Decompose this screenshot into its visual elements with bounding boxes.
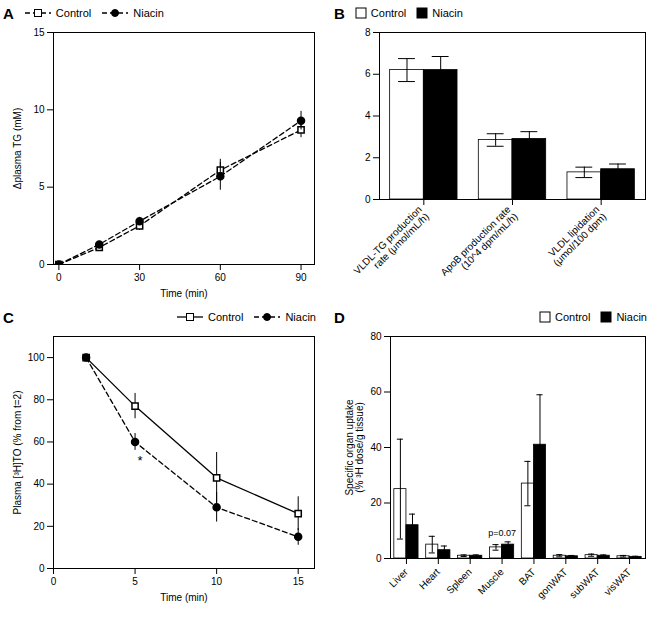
html-text:A: A [3, 4, 14, 22]
svg-text:10: 10 [211, 576, 223, 587]
svg-text:10: 10 [33, 104, 45, 115]
svg-text:80: 80 [370, 331, 382, 342]
html-text:D: D [334, 308, 345, 326]
svg-text:30: 30 [134, 272, 146, 283]
html-text:Niacin: Niacin [285, 311, 316, 323]
html-text:Niacin: Niacin [133, 7, 164, 19]
svg-text:visWAT: visWAT [602, 566, 633, 597]
svg-text:VLDL lipidation(μmol/100 dpm): VLDL lipidation(μmol/100 dpm) [544, 204, 609, 269]
svg-text:ApoB production rate(10^4 dpm/: ApoB production rate(10^4 dpm/mL/h) [438, 203, 520, 285]
svg-text:40: 40 [33, 478, 45, 489]
svg-text:gonWAT: gonWAT [535, 566, 570, 601]
svg-text:5: 5 [39, 181, 45, 192]
svg-text:Muscle: Muscle [476, 566, 506, 596]
svg-text:15: 15 [33, 27, 45, 38]
svg-text:subWAT: subWAT [567, 566, 601, 600]
svg-text:20: 20 [370, 497, 382, 508]
svg-text:Time (min): Time (min) [160, 592, 207, 603]
html-text:Niacin: Niacin [616, 311, 647, 323]
svg-text:BAT: BAT [517, 566, 538, 587]
svg-text:40: 40 [370, 442, 382, 453]
svg-text:Δplasma TG (mM): Δplasma TG (mM) [12, 108, 23, 190]
svg-text:Heart: Heart [417, 566, 442, 591]
svg-text:8: 8 [365, 27, 371, 38]
html-text:Control: Control [55, 7, 92, 19]
svg-text:60: 60 [33, 436, 45, 447]
svg-text:0: 0 [39, 563, 45, 574]
html-text:Control: Control [370, 7, 407, 19]
svg-text:6: 6 [365, 68, 371, 79]
svg-text:60: 60 [370, 386, 382, 397]
svg-text:0: 0 [39, 259, 45, 270]
svg-text:Time (min): Time (min) [160, 288, 207, 299]
svg-text:Spleen: Spleen [444, 566, 474, 596]
svg-text:0: 0 [365, 194, 371, 205]
svg-text:Plasma [³H]TO (% from t=2): Plasma [³H]TO (% from t=2) [12, 390, 23, 514]
html-text:C: C [3, 308, 14, 326]
svg-text:100: 100 [28, 352, 45, 363]
svg-text:60: 60 [215, 272, 227, 283]
svg-text:5: 5 [132, 576, 138, 587]
svg-text:Specific organ uptake(% ³H dos: Specific organ uptake(% ³H dose/g tissue… [344, 399, 365, 496]
svg-text:0: 0 [56, 272, 62, 283]
svg-text:0: 0 [51, 576, 57, 587]
svg-text:80: 80 [33, 394, 45, 405]
svg-text:2: 2 [365, 152, 371, 163]
html-text:Control: Control [555, 311, 591, 323]
svg-text:4: 4 [365, 110, 371, 121]
svg-text:0: 0 [376, 553, 382, 564]
html-text:Control: Control [208, 311, 244, 323]
svg-text:VLDL-TG productionrate (μmol/m: VLDL-TG productionrate (μmol/mL/h) [351, 204, 431, 284]
svg-text:15: 15 [293, 576, 305, 587]
html-text:Niacin: Niacin [432, 7, 463, 19]
html-text:B: B [334, 4, 345, 22]
svg-text:p=0.07: p=0.07 [488, 528, 516, 538]
svg-text:90: 90 [295, 272, 307, 283]
svg-text:Liver: Liver [387, 566, 411, 590]
svg-text:*: * [137, 453, 142, 468]
svg-text:20: 20 [33, 521, 45, 532]
